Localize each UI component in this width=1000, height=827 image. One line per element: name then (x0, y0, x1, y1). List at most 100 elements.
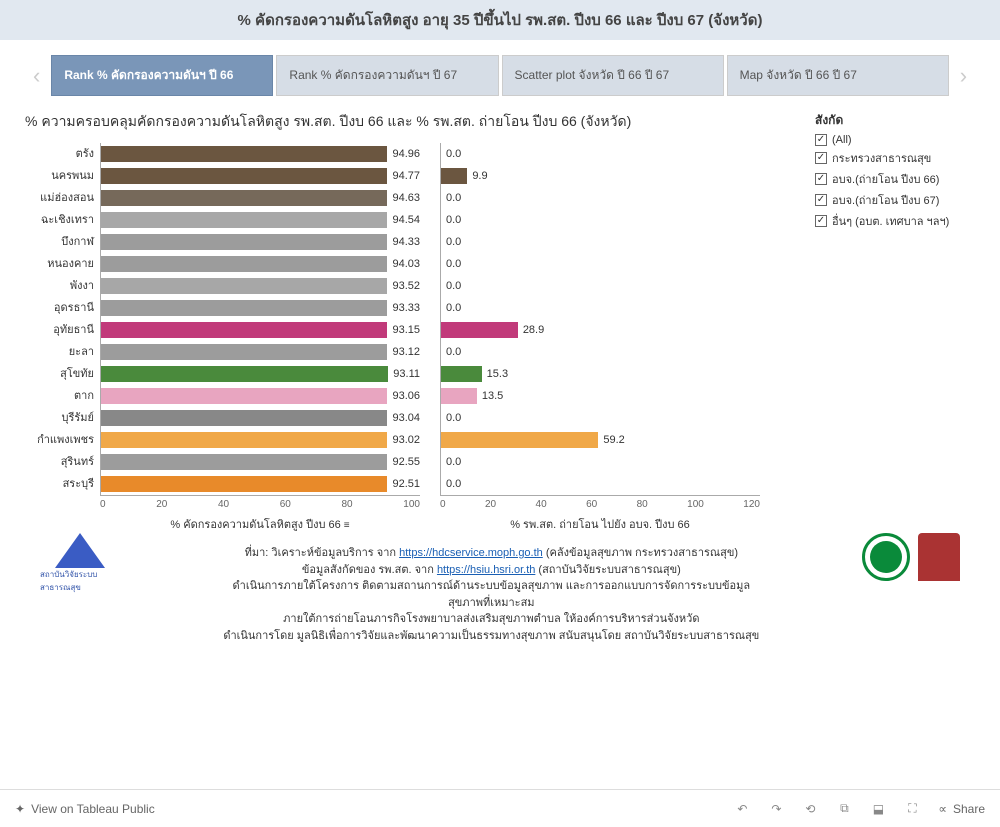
bar-value-left: 93.02 (392, 434, 420, 446)
bar-value-right: 0.0 (446, 456, 461, 468)
chevron-right-icon[interactable]: › (952, 63, 975, 89)
bar-right[interactable] (441, 432, 598, 448)
bar-value-right: 0.0 (446, 478, 461, 490)
bar-left[interactable] (101, 234, 387, 250)
logo-moph (862, 533, 910, 581)
bar-row-right: 0.0 (441, 297, 760, 319)
province-label: อุทัยธานี (25, 319, 94, 341)
bar-left[interactable] (101, 212, 387, 228)
legend-label: อบจ.(ถ่ายโอน ปีงบ 67) (832, 191, 939, 209)
bar-row-left: 94.03 (101, 253, 420, 275)
share-button[interactable]: ∝ Share (938, 802, 985, 816)
bar-value-left: 93.52 (392, 280, 420, 292)
province-label: พังงา (25, 275, 94, 297)
bar-left[interactable] (101, 410, 387, 426)
legend-item[interactable]: ✓ อบจ.(ถ่ายโอน ปีงบ 67) (815, 191, 975, 209)
bar-value-right: 0.0 (446, 258, 461, 270)
bar-left[interactable] (101, 432, 387, 448)
bar-right[interactable] (441, 366, 482, 382)
bar-row-left: 94.96 (101, 143, 420, 165)
bar-row-right: 9.9 (441, 165, 760, 187)
y-axis-labels: ตรังนครพนมแม่ฮ่องสอนฉะเชิงเทราบึงกาฬหนอง… (25, 143, 100, 496)
download-icon[interactable]: ⬓ (870, 801, 886, 817)
bar-value-left: 93.11 (393, 368, 420, 380)
bar-row-left: 93.02 (101, 429, 420, 451)
checkbox-icon: ✓ (815, 215, 827, 227)
bar-row-right: 0.0 (441, 341, 760, 363)
bar-right[interactable] (441, 168, 467, 184)
tabs-row: ‹ Rank % คัดกรองความดันฯ ปี 66 Rank % คั… (0, 40, 1000, 106)
device-icon[interactable]: ⧉ (836, 801, 852, 817)
bar-left[interactable] (101, 300, 387, 316)
bar-value-left: 93.06 (392, 390, 420, 402)
bar-left[interactable] (101, 322, 387, 338)
bar-value-left: 94.96 (392, 148, 420, 160)
bar-left[interactable] (101, 190, 387, 206)
view-on-tableau-button[interactable]: ✦ View on Tableau Public (15, 802, 155, 816)
bar-value-left: 93.12 (392, 346, 420, 358)
bar-left[interactable] (101, 388, 387, 404)
bar-value-right: 15.3 (487, 368, 508, 380)
checkbox-icon: ✓ (815, 134, 827, 146)
bar-row-right: 28.9 (441, 319, 760, 341)
bar-row-left: 93.06 (101, 385, 420, 407)
link-hsiu[interactable]: https://hsiu.hsri.or.th (437, 564, 535, 576)
tableau-toolbar: ✦ View on Tableau Public ↶ ↷ ⟲ ⧉ ⬓ ⛶ ∝ S… (0, 789, 1000, 827)
bar-row-right: 0.0 (441, 451, 760, 473)
tab-rank-66[interactable]: Rank % คัดกรองความดันฯ ปี 66 (51, 55, 273, 96)
legend-item[interactable]: ✓อื่นๆ (อบต. เทศบาล ฯลฯ) (815, 212, 975, 230)
bar-value-left: 92.51 (392, 478, 420, 490)
bar-value-right: 0.0 (446, 346, 461, 358)
bar-value-right: 28.9 (523, 324, 544, 336)
bar-value-right: 0.0 (446, 280, 461, 292)
bar-left[interactable] (101, 344, 387, 360)
bar-left[interactable] (101, 146, 387, 162)
bar-row-right: 0.0 (441, 209, 760, 231)
left-x-title: % คัดกรองความดันโลหิตสูง ปีงบ 66 (100, 515, 420, 533)
bar-row-right: 0.0 (441, 187, 760, 209)
right-x-axis: 020406080100120 (440, 496, 760, 510)
bar-value-right: 0.0 (446, 192, 461, 204)
fullscreen-icon[interactable]: ⛶ (904, 801, 920, 817)
right-x-title: % รพ.สต. ถ่ายโอน ไปยัง อบจ. ปีงบ 66 (440, 515, 760, 533)
bar-left[interactable] (101, 454, 387, 470)
bar-left[interactable] (101, 476, 387, 492)
bar-row-left: 92.51 (101, 473, 420, 495)
bar-row-left: 93.33 (101, 297, 420, 319)
chevron-left-icon[interactable]: ‹ (25, 63, 48, 89)
bar-row-right: 59.2 (441, 429, 760, 451)
province-label: ฉะเชิงเทรา (25, 209, 94, 231)
bar-left[interactable] (101, 366, 388, 382)
tab-rank-67[interactable]: Rank % คัดกรองความดันฯ ปี 67 (276, 55, 498, 96)
bar-value-left: 94.77 (392, 170, 420, 182)
legend-item[interactable]: ✓อบจ.(ถ่ายโอน ปีงบ 66) (815, 170, 975, 188)
bar-row-left: 93.12 (101, 341, 420, 363)
bar-left[interactable] (101, 278, 387, 294)
bar-value-right: 0.0 (446, 214, 461, 226)
bar-value-right: 13.5 (482, 390, 503, 402)
tab-map[interactable]: Map จังหวัด ปี 66 ปี 67 (727, 55, 949, 96)
bar-row-left: 94.33 (101, 231, 420, 253)
tab-scatter[interactable]: Scatter plot จังหวัด ปี 66 ปี 67 (502, 55, 724, 96)
chart-title: % ความครอบคลุมคัดกรองความดันโลหิตสูง รพ.… (25, 111, 800, 133)
bar-right[interactable] (441, 388, 477, 404)
province-label: ตาก (25, 385, 94, 407)
replay-icon[interactable]: ⟲ (802, 801, 818, 817)
link-hdcservice[interactable]: https://hdcservice.moph.go.th (399, 547, 543, 559)
right-bars-column: 0.09.90.00.00.00.00.00.028.90.015.313.50… (440, 143, 760, 496)
redo-icon[interactable]: ↷ (768, 801, 784, 817)
bar-row-left: 94.77 (101, 165, 420, 187)
tableau-icon: ✦ (15, 802, 25, 816)
bar-left[interactable] (101, 256, 387, 272)
legend-item[interactable]: ✓(All) (815, 134, 975, 146)
legend-item[interactable]: ✓กระทรวงสาธารณสุข (815, 149, 975, 167)
bar-value-left: 94.63 (392, 192, 420, 204)
bar-right[interactable] (441, 322, 518, 338)
province-label: กำแพงเพชร (25, 429, 94, 451)
checkbox-icon: ✓ (815, 194, 827, 206)
bar-left[interactable] (101, 168, 387, 184)
undo-icon[interactable]: ↶ (734, 801, 750, 817)
bar-row-left: 94.63 (101, 187, 420, 209)
left-x-axis: 020406080100 (100, 496, 420, 510)
bar-value-left: 94.33 (392, 236, 420, 248)
